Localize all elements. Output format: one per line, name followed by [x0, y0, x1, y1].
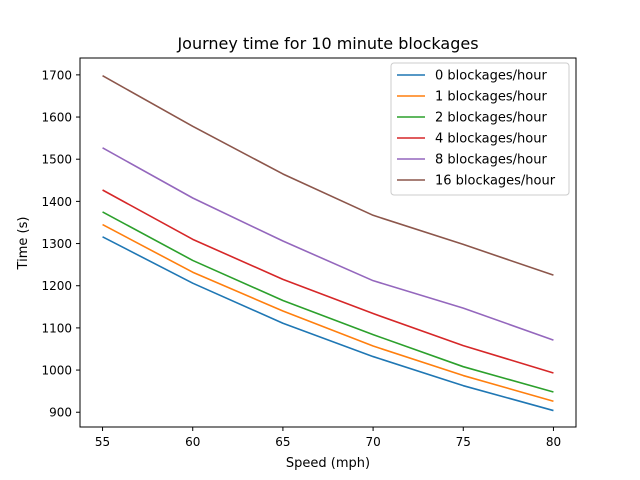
series-line-5 [102, 75, 554, 276]
x-tick-label: 55 [95, 435, 110, 449]
series-line-1 [102, 223, 554, 403]
y-tick-label: 1000 [41, 364, 72, 378]
y-tick-label: 1400 [41, 195, 72, 209]
legend-label: 16 blockages/hour [435, 174, 556, 189]
legend-label: 1 blockages/hour [435, 90, 547, 105]
x-tick-label: 65 [275, 435, 290, 449]
x-tick-label: 60 [185, 435, 200, 449]
legend-label: 2 blockages/hour [435, 111, 547, 126]
series-group [102, 75, 554, 412]
chart-title: Journey time for 10 minute blockages [176, 34, 478, 53]
y-tick-label: 1600 [41, 111, 72, 125]
x-axis-label: Speed (mph) [286, 456, 370, 471]
y-tick-label: 1100 [41, 321, 72, 335]
legend-label: 4 blockages/hour [435, 132, 547, 147]
x-tick-label: 75 [456, 435, 471, 449]
x-axis: 55 60 65 70 75 80 [95, 427, 561, 449]
legend-box [390, 62, 570, 196]
series-line-3 [102, 189, 554, 374]
legend-label: 8 blockages/hour [435, 153, 547, 168]
x-tick-label: 70 [365, 435, 380, 449]
y-tick-label: 1500 [41, 153, 72, 167]
axes-frame [79, 57, 577, 428]
x-tick-label: 80 [546, 435, 561, 449]
series-line-0 [102, 236, 554, 412]
y-tick-label: 1200 [41, 279, 72, 293]
legend: 0 blockages/hour 1 blockages/hour 2 blocka… [390, 62, 570, 196]
series-line-2 [102, 211, 554, 393]
y-tick-label: 900 [49, 406, 72, 420]
y-axis-label: Time (s) [16, 217, 31, 271]
series-line-4 [102, 147, 554, 341]
y-axis: 900 1000 1100 1200 1300 1400 1500 1600 1700 [41, 68, 80, 420]
y-tick-label: 1300 [41, 237, 72, 251]
y-tick-label: 1700 [41, 68, 72, 82]
legend-label: 0 blockages/hour [435, 69, 547, 84]
